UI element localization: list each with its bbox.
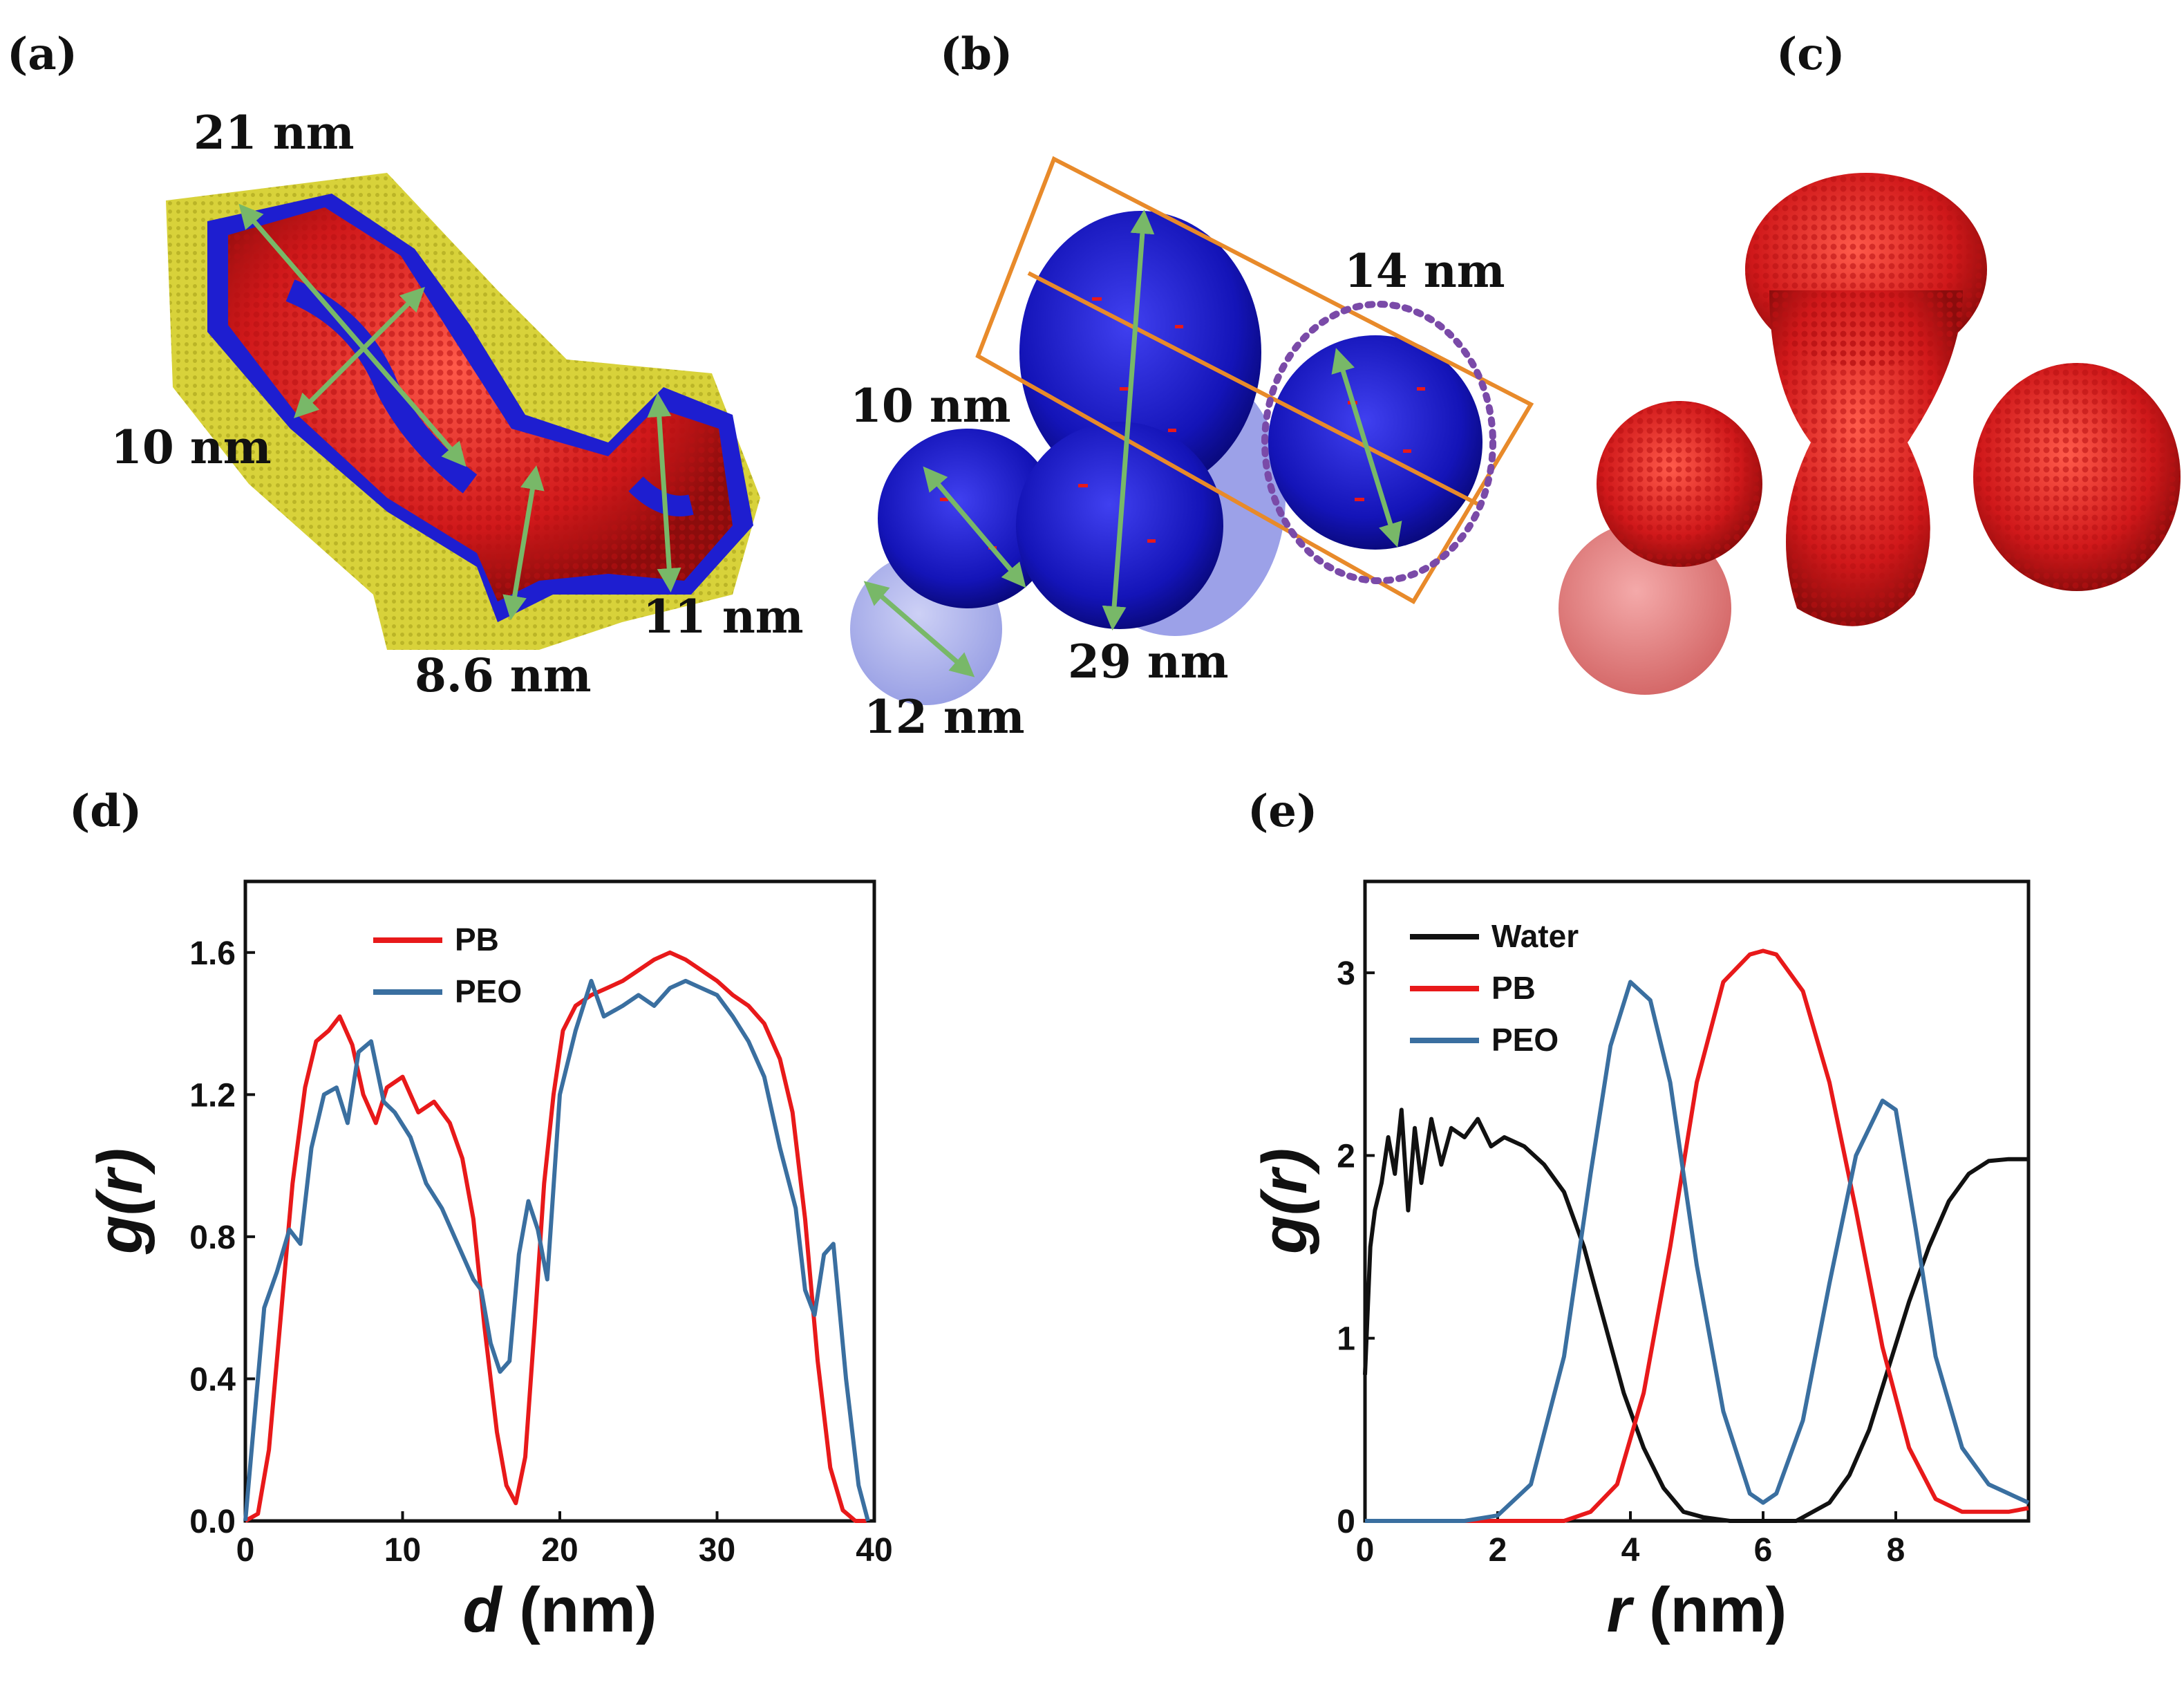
panel-c: (c)	[1559, 28, 2181, 695]
x-axis-variable: r	[1607, 1575, 1635, 1645]
x-tick-label: 4	[1621, 1532, 1640, 1569]
series-line-pb	[1365, 949, 2029, 1523]
series-line-pb	[244, 950, 867, 1523]
y-axis-label: g(r)	[85, 1148, 156, 1255]
x-tick-label: 0	[1356, 1532, 1375, 1569]
y-tick-label: 0.8	[189, 1220, 236, 1256]
chart-e: 0 2 4 6 8 0 1 2 3 r (nm) g(r) Water PB PEO	[1250, 879, 2031, 1645]
legend-label-peo: PEO	[1491, 1022, 1559, 1058]
y-tick-label: 0.4	[189, 1361, 236, 1398]
series-line-water	[1363, 1108, 2028, 1523]
legend-label-pb: PB	[1491, 970, 1536, 1006]
x-axis-variable: d	[462, 1575, 502, 1645]
y-tick-label: 0.0	[189, 1504, 236, 1540]
dimension-label: 12 nm	[864, 690, 1025, 744]
dimension-arrow	[1102, 209, 1155, 630]
highlight-ring	[1261, 301, 1496, 584]
x-tick-label: 0	[236, 1532, 255, 1569]
y-tick-label: 1	[1337, 1321, 1355, 1358]
x-axis-unit: (nm)	[1631, 1575, 1787, 1645]
dimension-arrow	[863, 581, 975, 678]
y-tick-label: 0	[1337, 1504, 1355, 1540]
legend-label-water: Water	[1491, 918, 1579, 954]
dimension-label: 14 nm	[1344, 244, 1505, 298]
panel-b: (b) 14 nm 10 nm 29 nm	[850, 28, 1534, 744]
dimension-arrow	[923, 466, 1026, 588]
y-tick-label: 1.2	[189, 1077, 236, 1114]
legend-label-pb: PB	[455, 922, 499, 957]
series-line-peo	[243, 978, 870, 1522]
micelle-right	[1268, 335, 1482, 550]
selection-box	[975, 156, 1534, 605]
dimension-arrow	[294, 287, 425, 418]
x-axis-label: d (nm)	[462, 1575, 657, 1645]
dimension-label: 29 nm	[1068, 635, 1229, 689]
pb-core-texture	[1597, 173, 2181, 626]
x-tick-label: 2	[1489, 1532, 1507, 1569]
legend-label-peo: PEO	[455, 973, 522, 1009]
panel-b-label: (b)	[940, 28, 1013, 80]
plot-frame	[1363, 879, 2031, 1523]
x-tick-label: 6	[1754, 1532, 1773, 1569]
dimension-label: 11 nm	[643, 590, 804, 644]
chart-d: 0 10 20 30 40 0.0 0.4 0.8 1.2 1.6 d (nm) g(r) PB PEO	[85, 879, 893, 1645]
x-tick-label: 8	[1887, 1532, 1905, 1569]
dimension-arrow	[502, 465, 545, 620]
x-tick-label: 10	[384, 1532, 421, 1569]
panel-e-label: (e)	[1248, 785, 1317, 837]
x-tick-label: 40	[856, 1532, 892, 1569]
x-axis-label: r (nm)	[1607, 1575, 1787, 1645]
series-line-peo	[1365, 980, 2030, 1523]
y-tick-label: 3	[1337, 955, 1355, 992]
panel-c-label: (c)	[1776, 28, 1845, 80]
panel-a: (a) 21 nm 10 nm 8.6 nm 11 nm	[7, 28, 804, 702]
panel-a-label: (a)	[7, 28, 77, 80]
y-tick-label: 1.6	[189, 935, 236, 972]
x-axis-unit: (nm)	[502, 1575, 657, 1645]
plot-frame	[243, 879, 876, 1523]
dimension-arrow	[1331, 348, 1402, 548]
panel-d-label: (d)	[69, 785, 142, 837]
dimension-label: 8.6 nm	[415, 648, 592, 702]
dimension-label: 21 nm	[194, 106, 355, 160]
x-tick-label: 30	[699, 1532, 735, 1569]
x-tick-label: 20	[541, 1532, 578, 1569]
dimension-label: 10 nm	[111, 420, 272, 474]
dimension-arrow	[647, 393, 681, 592]
dimension-label: 10 nm	[850, 379, 1011, 433]
y-tick-label: 2	[1337, 1138, 1355, 1175]
y-axis-label: g(r)	[1250, 1148, 1320, 1255]
